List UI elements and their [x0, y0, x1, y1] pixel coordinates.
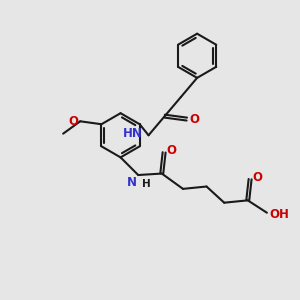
Text: O: O — [253, 171, 262, 184]
Text: HN: HN — [123, 127, 143, 140]
Text: O: O — [68, 115, 78, 128]
Text: H: H — [142, 179, 151, 189]
Text: O: O — [189, 112, 199, 126]
Text: O: O — [167, 144, 176, 158]
Text: OH: OH — [269, 208, 289, 221]
Text: N: N — [127, 176, 137, 190]
